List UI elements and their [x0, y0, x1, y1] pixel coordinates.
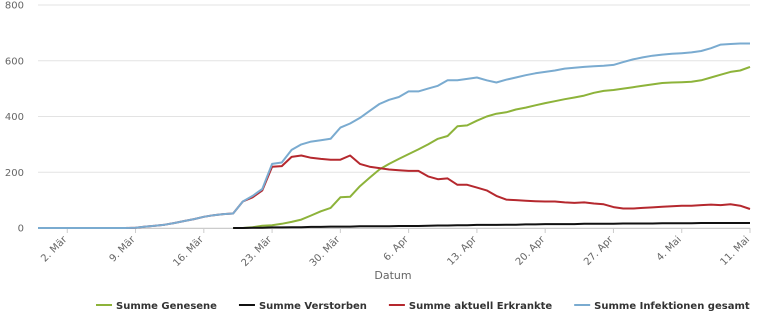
x-tick-label: 9. Mär — [108, 234, 139, 265]
series-line — [233, 222, 750, 229]
series-line — [38, 154, 751, 229]
x-tick-label: 11. Mai — [718, 234, 752, 268]
x-tick-label: 16. Mär — [171, 234, 206, 269]
x-tick-label: 6. Apr — [382, 234, 412, 264]
x-tick-label: 20. Apr — [514, 234, 548, 268]
x-tick-label: 23. Mär — [240, 234, 275, 269]
x-tick-label: 2. Mär — [39, 234, 70, 265]
legend-label: Summe Infektionen gesamt — [594, 301, 750, 312]
series-line — [233, 65, 751, 229]
legend-label: Summe aktuell Erkrankte — [409, 301, 552, 312]
y-tick-label: 400 — [5, 112, 24, 123]
legend: Summe Genesene Summe Verstorben Summe aktu… — [96, 301, 750, 312]
x-tick-label: 13. Apr — [446, 234, 480, 268]
x-tick-label: 27. Apr — [582, 234, 616, 268]
series-line — [38, 42, 750, 229]
x-tick-label: 4. Mai — [655, 234, 684, 263]
y-tick-label: 200 — [5, 168, 24, 179]
x-tick-label: 30. Mär — [308, 234, 343, 269]
y-tick-label: 800 — [5, 1, 24, 12]
legend-label: Summe Verstorben — [259, 301, 367, 312]
legend-label: Summe Genesene — [116, 301, 217, 312]
y-tick-label: 0 — [18, 224, 24, 235]
y-tick-label: 600 — [5, 56, 24, 67]
x-axis-title: Datum — [374, 269, 411, 282]
